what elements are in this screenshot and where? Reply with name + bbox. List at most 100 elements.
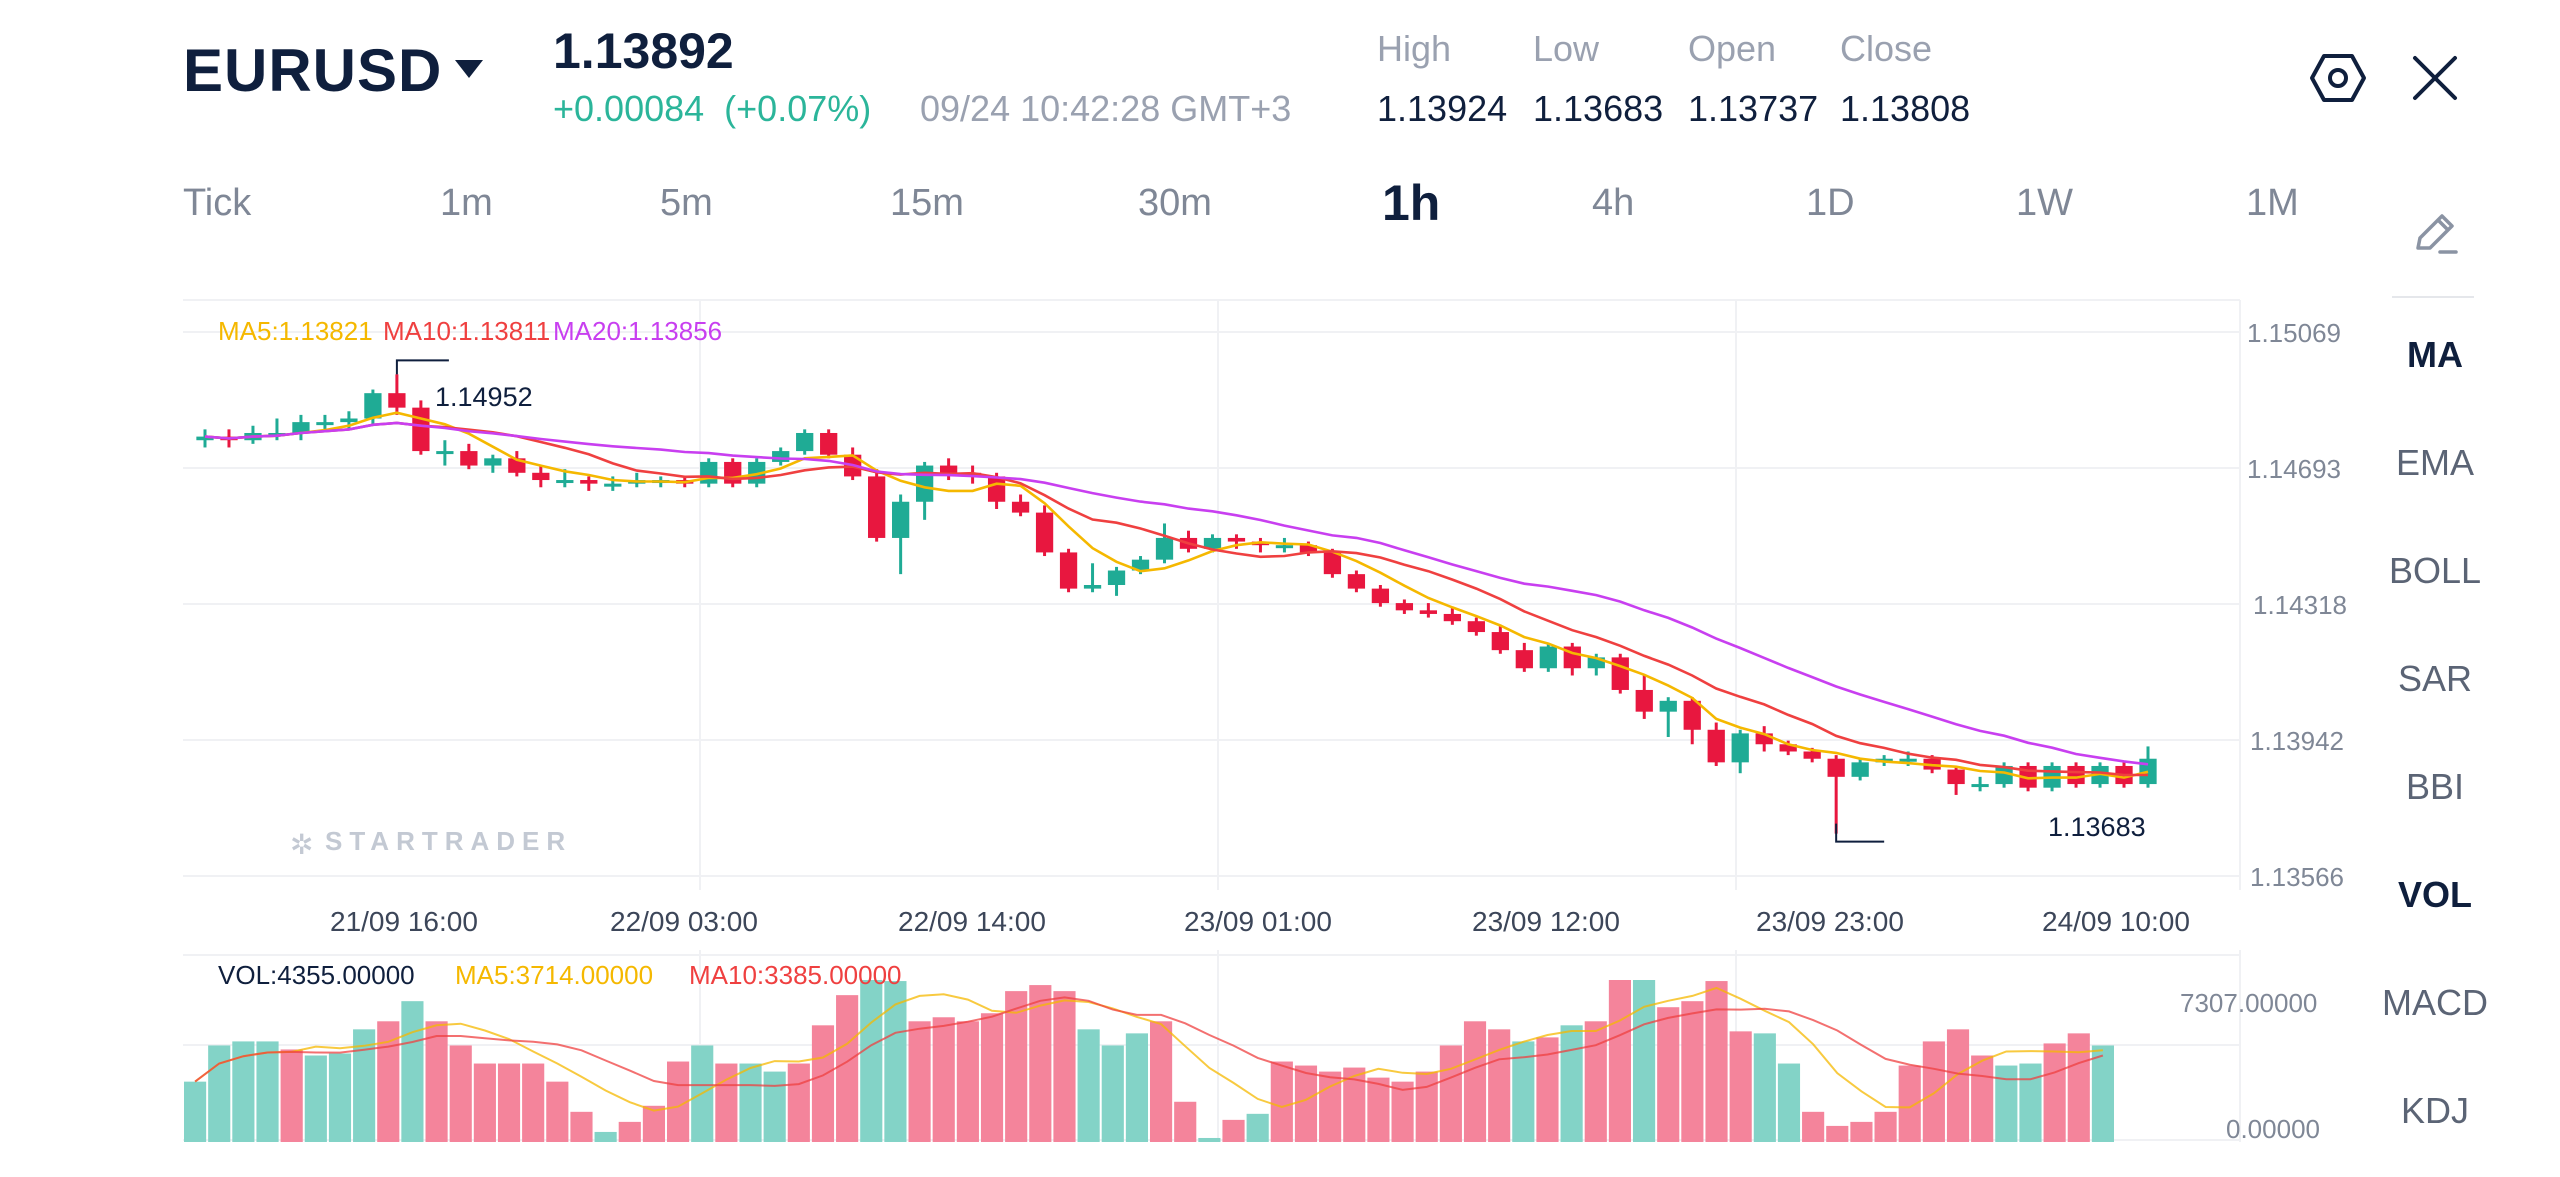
volume-axis-max: 7307.00000	[2180, 988, 2318, 1018]
timeframe-tab-1h[interactable]: 1h	[1382, 175, 1441, 231]
volume-bar	[1826, 1125, 1849, 1142]
candle-body	[939, 465, 958, 473]
candle-body	[1491, 632, 1509, 651]
candle-body	[1731, 733, 1749, 763]
volume-bar	[1633, 980, 1656, 1142]
timeframe-tab-5m[interactable]: 5m	[660, 182, 713, 224]
price-markers	[395, 359, 1885, 843]
volume-bar	[1705, 981, 1728, 1142]
candle-body	[604, 483, 622, 487]
candle-body	[1395, 603, 1414, 611]
close-label: Close	[1840, 28, 1933, 69]
symbol-dropdown-caret-icon[interactable]	[455, 60, 483, 78]
indicator-ema[interactable]: EMA	[2395, 442, 2474, 483]
candle-body	[1899, 758, 1917, 762]
volume-bar	[2043, 1043, 2066, 1142]
volume-bar	[1681, 1001, 1704, 1142]
candle-body	[1995, 765, 2013, 785]
price-axis-tick: 1.14318	[2253, 590, 2347, 620]
moving-average-lines	[204, 411, 2149, 780]
candle-body	[1155, 537, 1174, 560]
timeframe-tab-tick[interactable]: Tick	[183, 182, 252, 224]
candle-body	[1443, 613, 1461, 622]
indicator-vol[interactable]: VOL	[2397, 874, 2472, 915]
candle-body	[1275, 545, 1294, 549]
time-axis-tick: 23/09 12:00	[1472, 906, 1620, 937]
volume-bar	[401, 1001, 424, 1142]
timeframe-tab-4h[interactable]: 4h	[1592, 182, 1635, 224]
volume-bar	[884, 981, 907, 1142]
timeframe-tab-1m[interactable]: 1m	[440, 182, 493, 224]
candle-body	[1587, 657, 1605, 669]
volume-bar	[836, 995, 859, 1142]
panel-divider	[2392, 296, 2474, 298]
candle-body	[364, 393, 382, 419]
candle-body	[915, 465, 934, 502]
candle-body	[1755, 733, 1773, 745]
volume-bars	[184, 980, 2114, 1142]
volume-bar	[1222, 1119, 1245, 1142]
timeframe-tab-1w[interactable]: 1W	[2016, 182, 2073, 224]
draw-pen-icon[interactable]	[2410, 208, 2460, 258]
candle-body	[1659, 700, 1677, 712]
volume-bar	[1729, 1031, 1752, 1142]
volume-bar	[642, 1105, 665, 1142]
timeframe-tab-30m[interactable]: 30m	[1138, 182, 1212, 224]
indicator-sar[interactable]: SAR	[2397, 658, 2473, 699]
volume-bar	[1270, 1061, 1293, 1142]
candle-body	[724, 461, 742, 484]
candle-body	[580, 480, 598, 484]
volume-bar	[739, 1063, 762, 1142]
candle-body	[868, 476, 886, 538]
hexagon-settings-icon[interactable]	[2308, 48, 2368, 108]
current-price: 1.13892	[553, 23, 734, 79]
volume-bar	[473, 1063, 496, 1142]
volume-bar	[1536, 1037, 1559, 1142]
volume-bar	[1753, 1033, 1776, 1142]
volume-ma-lines	[194, 986, 2104, 1112]
vol-legend: VOL:4355.00000	[218, 960, 415, 990]
open-value: 1.13737	[1688, 88, 1819, 129]
candle-body	[1467, 621, 1485, 633]
price-axis-tick: 1.13942	[2250, 726, 2344, 756]
volume-bar	[1077, 1029, 1100, 1142]
symbol-name[interactable]: EURUSD	[183, 37, 443, 104]
candle-body	[388, 393, 406, 408]
volume-bar	[1777, 1063, 1801, 1142]
candle-body	[1347, 574, 1366, 589]
vol-ma10-line	[194, 996, 2104, 1091]
candle-body	[1059, 552, 1078, 589]
volume-bar	[1488, 1029, 1511, 1142]
watermark-logo: STARTRADER	[325, 826, 573, 856]
candle-body	[772, 451, 790, 462]
timeframe-tab-1mo[interactable]: 1M	[2246, 182, 2299, 224]
indicator-ma[interactable]: MA	[2407, 334, 2463, 375]
volume-bar	[980, 1013, 1004, 1142]
volume-bar	[1391, 1081, 1414, 1142]
candle-body	[412, 407, 430, 452]
candlesticks	[196, 374, 2157, 834]
indicator-kdj[interactable]: KDJ	[2400, 1090, 2469, 1131]
price-axis-tick: 1.15069	[2247, 318, 2341, 348]
indicator-boll[interactable]: BOLL	[2388, 550, 2482, 591]
volume-bar	[570, 1111, 593, 1142]
volume-bar	[787, 1063, 810, 1142]
volume-axis-min: 0.00000	[2226, 1114, 2320, 1144]
candle-body	[460, 451, 478, 466]
indicator-bbi[interactable]: BBI	[2405, 766, 2465, 807]
candle-body	[556, 480, 574, 484]
volume-bar	[1125, 1033, 1148, 1142]
timeframe-tab-1d[interactable]: 1D	[1806, 182, 1855, 224]
timeframe-tab-15m[interactable]: 15m	[890, 182, 964, 224]
close-icon[interactable]	[2405, 48, 2465, 108]
candle-body	[1971, 784, 1989, 788]
volume-bar	[1294, 1065, 1318, 1142]
indicator-macd[interactable]: MACD	[2382, 982, 2488, 1023]
volume-bar	[618, 1121, 641, 1142]
time-axis-tick: 22/09 14:00	[898, 906, 1046, 937]
volume-bar	[1343, 1067, 1366, 1142]
price-change: +0.00084 (+0.07%)	[553, 88, 871, 130]
time-axis-tick: 24/09 10:00	[2042, 906, 2190, 937]
volume-bar	[497, 1063, 521, 1142]
